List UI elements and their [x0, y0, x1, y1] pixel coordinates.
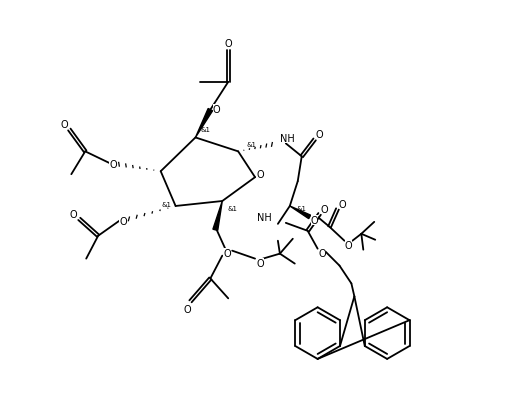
Text: &1: &1 [297, 205, 307, 211]
Text: O: O [316, 130, 323, 140]
Text: O: O [224, 39, 232, 49]
Text: O: O [224, 248, 231, 258]
Polygon shape [213, 202, 222, 231]
Text: O: O [339, 200, 346, 209]
Text: &1: &1 [227, 205, 237, 211]
Text: O: O [319, 248, 327, 258]
Text: O: O [256, 258, 264, 268]
Text: O: O [256, 170, 264, 180]
Text: O: O [213, 104, 220, 114]
Text: O: O [321, 205, 328, 214]
Text: O: O [311, 215, 319, 225]
Text: &1: &1 [201, 126, 211, 132]
Text: O: O [69, 209, 77, 220]
Text: O: O [119, 216, 127, 226]
Text: NH: NH [280, 134, 295, 144]
Text: O: O [184, 305, 191, 315]
Text: O: O [109, 160, 117, 170]
Text: &1: &1 [246, 142, 256, 148]
Text: &1: &1 [162, 202, 172, 207]
Polygon shape [195, 109, 213, 138]
Text: NH: NH [257, 212, 272, 222]
Text: O: O [344, 240, 352, 250]
Text: O: O [60, 119, 68, 129]
Polygon shape [290, 207, 311, 219]
